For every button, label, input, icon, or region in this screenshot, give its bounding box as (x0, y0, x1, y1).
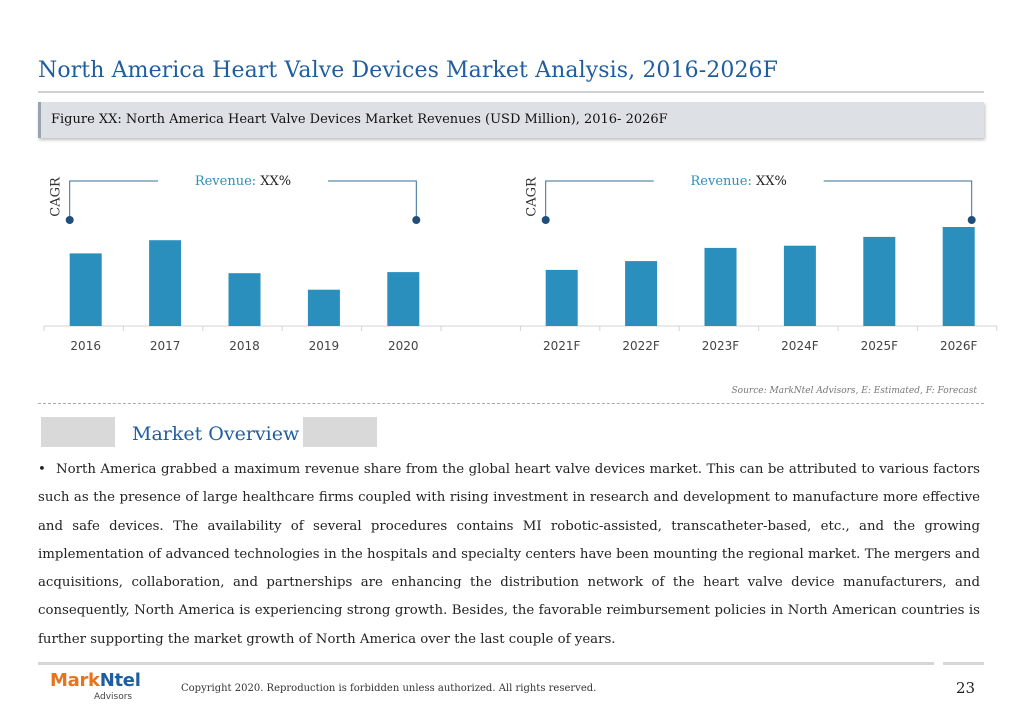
cagr-label: CAGR (49, 176, 64, 217)
bar-2025F (863, 236, 896, 326)
bar-2017 (149, 240, 182, 326)
x-tick-label: 2022F (622, 339, 660, 353)
bar-2019 (307, 289, 340, 326)
revenue-annotation: Revenue: XX% (691, 174, 787, 189)
bar-2018 (228, 273, 261, 326)
figure-caption: Figure XX: North America Heart Valve Dev… (51, 112, 668, 127)
bar-2024F (783, 245, 816, 326)
bracket-dot-right (967, 216, 976, 224)
bracket-dot-left (541, 216, 550, 224)
title-divider (38, 91, 984, 93)
x-tick-label: 2019 (309, 339, 340, 353)
x-tick-label: 2021F (543, 339, 581, 353)
bracket-dot-right (412, 216, 421, 224)
logo-text-mark: Mark (50, 670, 100, 691)
revenue-value: XX% (260, 174, 291, 189)
revenue-label: Revenue: (691, 174, 756, 189)
page-title: North America Heart Valve Devices Market… (38, 58, 779, 83)
source-note: Source: MarkNtel Advisors, E: Estimated,… (731, 386, 977, 396)
logo-text-ntel: Ntel (99, 670, 141, 691)
x-tick-label: 2018 (229, 339, 260, 353)
overview-right-box (303, 417, 377, 447)
x-tick-label: 2025F (861, 339, 899, 353)
cagr-bracket-left (69, 180, 158, 219)
x-tick-label: 2017 (150, 339, 181, 353)
x-tick-label: 2024F (781, 339, 819, 353)
bar-2026F (942, 227, 975, 326)
x-tick-label: 2016 (70, 339, 101, 353)
revenue-annotation: Revenue: XX% (195, 174, 291, 189)
bar-2023F (704, 247, 737, 326)
x-tick-label: 2020 (388, 339, 419, 353)
overview-paragraph: • North America grabbed a maximum revenue… (38, 456, 980, 654)
overview-text: North America grabbed a maximum revenue … (38, 462, 980, 647)
bracket-dot-left (65, 216, 74, 224)
markntel-logo: MarkNtel Advisors (50, 670, 141, 702)
cagr-bracket-right (328, 180, 417, 219)
revenue-value: XX% (756, 174, 787, 189)
revenue-label: Revenue: (195, 174, 260, 189)
cagr-bracket-left (545, 180, 654, 219)
logo-subtext: Advisors (94, 692, 133, 702)
revenue-bar-chart: 2016 2017 2018 2019 2020 Revenue: XX% CAGR 2021… (43, 174, 998, 353)
page-number: 23 (956, 679, 976, 697)
x-tick-label: 2023F (702, 339, 740, 353)
x-tick-label: 2026F (940, 339, 978, 353)
cagr-label: CAGR (525, 176, 540, 217)
dashed-divider (38, 403, 984, 404)
figure-caption-bar: Figure XX: North America Heart Valve Dev… (38, 102, 984, 138)
copyright-text: Copyright 2020. Reproduction is forbidde… (181, 683, 597, 694)
footer-divider (38, 662, 934, 665)
bar-2016 (69, 253, 102, 326)
overview-title: Market Overview (132, 423, 300, 445)
bar-2020 (387, 272, 420, 326)
overview-left-box (41, 417, 115, 447)
bar-2022F (625, 261, 658, 326)
bar-2021F (545, 269, 578, 326)
footer-divider-right (943, 662, 984, 665)
cagr-bracket-right (823, 180, 973, 219)
bullet-marker: • (38, 462, 46, 477)
